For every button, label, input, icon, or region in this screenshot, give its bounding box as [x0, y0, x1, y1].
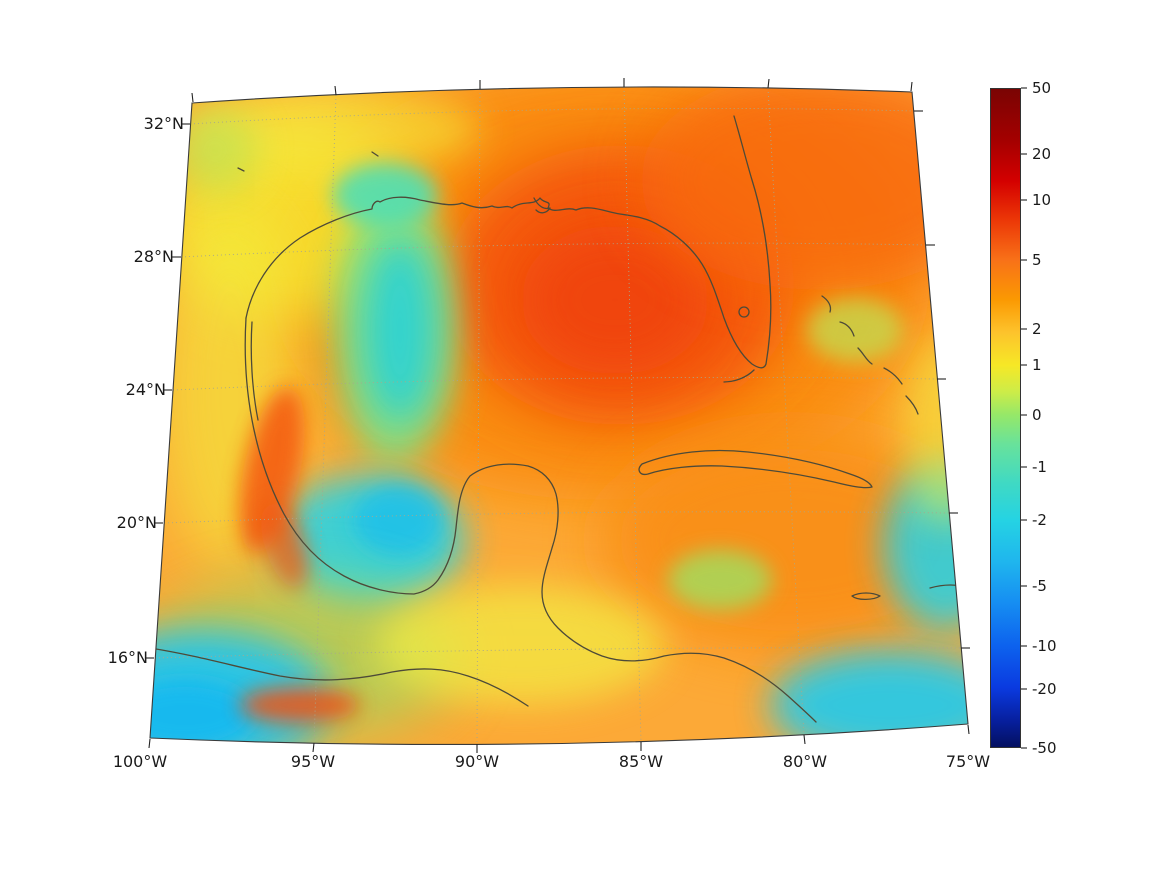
lat-tick-label: 24°N — [125, 380, 166, 399]
lon-tick-label: 100°W — [112, 752, 168, 771]
lon-tick-label: 85°W — [618, 752, 664, 771]
coastline-mississippi-delta — [533, 197, 551, 214]
tick-lon — [910, 81, 913, 92]
lat-tick-label: 28°N — [133, 247, 174, 266]
coastline-islet — [371, 151, 379, 157]
cool-anomaly-blob — [883, 460, 968, 630]
warm-anomaly-blob — [240, 687, 360, 723]
warm-anomaly-blob — [640, 86, 968, 290]
colorbar-tick-label: 50 — [1032, 79, 1052, 97]
coastline-bahamas — [839, 321, 855, 337]
colorbar-tick-label: -50 — [1032, 739, 1057, 757]
meridian-95w — [313, 94, 337, 744]
tick-lon — [967, 724, 970, 735]
tick-lon — [191, 92, 194, 103]
meridian-80w — [767, 87, 805, 736]
lon-tick-label: 75°W — [945, 752, 991, 771]
tick-lon — [767, 78, 770, 89]
parallel-24n — [172, 376, 938, 391]
colorbar-tick-label: 0 — [1032, 406, 1042, 424]
lon-tick-label: 80°W — [782, 752, 828, 771]
warm-anomaly-blob — [261, 501, 309, 589]
colorbar-tick-label: -1 — [1032, 458, 1047, 476]
cool-anomaly-blob — [333, 163, 437, 227]
mild-anomaly-blob — [903, 335, 968, 525]
tick-lon — [312, 742, 315, 753]
mild-anomaly-blob — [173, 108, 257, 192]
colorbar-tick-label: 1 — [1032, 356, 1042, 374]
colorbar-tick-label: -10 — [1032, 637, 1057, 655]
colorbar-tick-label: 2 — [1032, 320, 1042, 338]
colorbar — [990, 88, 1021, 748]
tick-lon — [334, 85, 337, 96]
axis-ticks — [145, 78, 1027, 753]
lon-tick-label: 90°W — [454, 752, 500, 771]
lat-tick-label: 20°N — [116, 513, 157, 532]
parallel-16n — [154, 647, 962, 659]
mild-anomaly-blob — [375, 585, 665, 705]
cool-anomaly-blob — [668, 550, 772, 610]
coastline-mexico-yucatan — [244, 317, 817, 723]
cool-anomaly-blob — [770, 650, 968, 745]
tick-lon — [148, 738, 151, 749]
tick-lon — [803, 734, 806, 745]
coastline-jamaica — [851, 592, 881, 601]
heatmap-layer — [150, 86, 968, 745]
coastline-bahamas — [905, 395, 919, 415]
coastline-islet — [237, 167, 245, 172]
cool-anomaly-blob — [353, 484, 443, 556]
lat-tick-label: 32°N — [143, 114, 184, 133]
colorbar-tick-label: 20 — [1032, 145, 1052, 163]
mild-anomaly-blob — [807, 298, 903, 362]
coastline-pacific-mexico — [150, 647, 529, 707]
colorbar-tick-label: -5 — [1032, 577, 1047, 595]
lake-okeechobee — [738, 306, 750, 318]
coastline-texas-lagoon — [250, 321, 259, 421]
coastline-us-gulf-florida — [245, 115, 772, 369]
coastline-bahamas — [883, 367, 903, 385]
cool-anomaly-blob — [150, 680, 255, 745]
coastline-cuba — [638, 449, 873, 489]
warm-anomaly-blob — [520, 225, 710, 375]
coastline-bahamas — [857, 347, 873, 365]
lat-tick-label: 16°N — [107, 648, 148, 667]
colorbar-tick-label: 5 — [1032, 251, 1042, 269]
coastlines — [150, 115, 968, 723]
map-border — [149, 86, 969, 746]
colorbar-tick-label: -2 — [1032, 511, 1047, 529]
colorbar-tick-label: -20 — [1032, 680, 1057, 698]
coastline-bahamas — [821, 295, 832, 313]
colorbar-tick-label: 10 — [1032, 191, 1052, 209]
graticule — [154, 86, 962, 745]
cool-anomaly-blob — [364, 238, 436, 422]
lon-tick-label: 95°W — [290, 752, 336, 771]
coastline-florida-keys — [723, 369, 755, 383]
